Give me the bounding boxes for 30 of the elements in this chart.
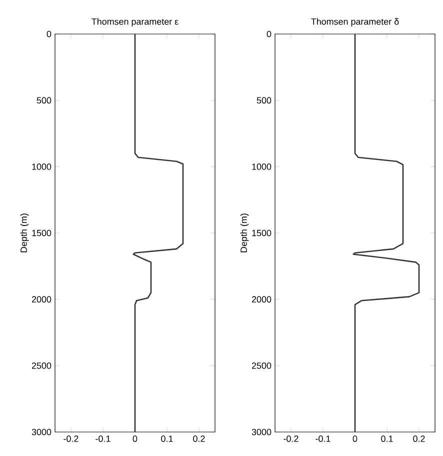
y-tick-label: 2000 — [252, 296, 272, 303]
chart-title: Thomsen parameter δ — [311, 18, 399, 27]
chart-title: Thomsen parameter ε — [92, 18, 178, 27]
y-tick-label: 2000 — [32, 296, 52, 303]
y-tick-label: 0 — [46, 30, 52, 38]
y-tick-label: 500 — [256, 97, 272, 104]
x-tick-label: 0 — [132, 436, 138, 442]
y-tick-label: 2500 — [32, 362, 52, 369]
x-tick-label: 0 — [352, 436, 358, 442]
y-tick-label: 2500 — [252, 362, 272, 369]
y-tick-label: 1500 — [252, 230, 272, 236]
y-tick-label: 1000 — [32, 163, 52, 170]
x-tick-label: 0.2 — [193, 436, 205, 442]
line-series — [352, 34, 420, 432]
x-tick-label: -0.2 — [64, 436, 78, 442]
x-tick-label: 0.1 — [381, 436, 393, 442]
y-tick-label: 3000 — [32, 428, 52, 436]
x-tick-label: -0.2 — [284, 436, 298, 442]
line-series — [132, 34, 184, 432]
x-tick-label: -0.1 — [96, 436, 110, 442]
y-axis-title: Depth (m) — [20, 214, 29, 252]
y-tick-label: 500 — [36, 97, 52, 104]
x-tick-label: 0.1 — [161, 436, 173, 442]
y-tick-label: 0 — [266, 30, 272, 38]
y-tick-label: 3000 — [252, 428, 272, 436]
y-axis-title: Depth (m) — [240, 214, 249, 252]
y-tick-label: 1000 — [252, 163, 272, 170]
y-tick-label: 1500 — [32, 230, 52, 236]
x-tick-label: -0.1 — [316, 436, 330, 442]
x-tick-label: 0.2 — [413, 436, 425, 442]
